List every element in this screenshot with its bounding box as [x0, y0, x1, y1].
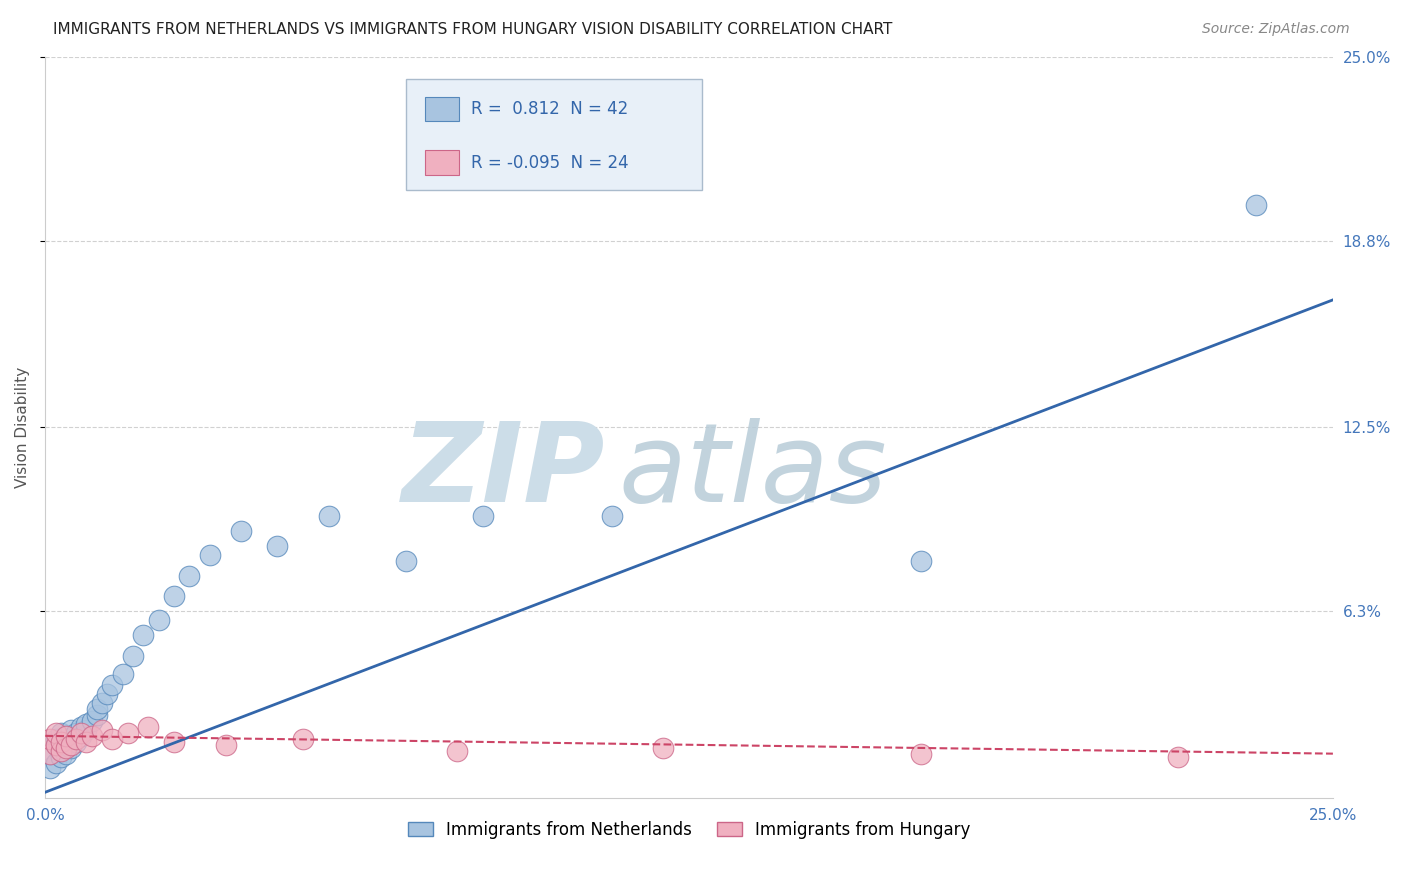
FancyBboxPatch shape [406, 78, 702, 190]
Point [86, 708, 108, 723]
Point [80, 714, 103, 728]
Point [101, 731, 124, 746]
Point [49, 744, 72, 758]
Point [39, 747, 62, 761]
Point [65, 735, 87, 749]
Point [60, 738, 83, 752]
Point [70, 720, 93, 734]
Point [45, 738, 67, 752]
Point [39, 731, 62, 746]
Point [600, 509, 623, 524]
Point [76, 717, 98, 731]
Point [80, 729, 103, 743]
Point [55, 740, 77, 755]
Point [55, 738, 77, 752]
Point [163, 590, 186, 604]
Point [214, 738, 236, 752]
Point [49, 735, 72, 749]
Point [1244, 198, 1267, 212]
Text: IMMIGRANTS FROM NETHERLANDS VS IMMIGRANTS FROM HUNGARY VISION DISABILITY CORRELA: IMMIGRANTS FROM NETHERLANDS VS IMMIGRANT… [53, 22, 893, 37]
Point [60, 740, 83, 755]
Point [70, 726, 93, 740]
Point [86, 702, 108, 716]
Point [55, 729, 77, 743]
Point [49, 744, 72, 758]
Y-axis label: Vision Disability: Vision Disability [15, 367, 30, 488]
Point [39, 747, 62, 761]
Point [446, 744, 468, 758]
Point [121, 648, 143, 663]
Point [910, 747, 932, 761]
Point [65, 726, 87, 740]
Point [49, 726, 72, 740]
Point [472, 509, 495, 524]
Point [45, 726, 67, 740]
Point [136, 720, 159, 734]
Point [910, 554, 932, 568]
Point [45, 756, 67, 770]
Point [652, 740, 675, 755]
Point [45, 738, 67, 752]
Point [49, 749, 72, 764]
Point [318, 509, 340, 524]
Point [45, 731, 67, 746]
Point [132, 628, 155, 642]
Point [76, 735, 98, 749]
Point [179, 568, 201, 582]
Point [39, 762, 62, 776]
Point [101, 678, 124, 692]
Text: R = -0.095  N = 24: R = -0.095 N = 24 [471, 153, 628, 171]
Text: ZIP: ZIP [402, 418, 606, 525]
Point [395, 554, 418, 568]
Point [111, 666, 134, 681]
Point [60, 731, 83, 746]
Point [148, 613, 170, 627]
Point [1167, 749, 1189, 764]
Point [70, 729, 93, 743]
Point [55, 729, 77, 743]
Point [291, 731, 314, 746]
Point [65, 731, 87, 746]
Point [266, 539, 288, 553]
Point [90, 723, 112, 737]
Point [229, 524, 252, 539]
Point [96, 687, 118, 701]
Point [117, 726, 139, 740]
Point [55, 747, 77, 761]
Text: R =  0.812  N = 42: R = 0.812 N = 42 [471, 100, 628, 119]
Point [49, 735, 72, 749]
Text: atlas: atlas [619, 418, 887, 525]
FancyBboxPatch shape [425, 151, 458, 175]
Legend: Immigrants from Netherlands, Immigrants from Hungary: Immigrants from Netherlands, Immigrants … [401, 814, 977, 846]
Point [76, 723, 98, 737]
FancyBboxPatch shape [425, 97, 458, 121]
Point [60, 723, 83, 737]
Point [90, 696, 112, 710]
Text: Source: ZipAtlas.com: Source: ZipAtlas.com [1202, 22, 1350, 37]
Point [163, 735, 186, 749]
Point [198, 548, 221, 562]
